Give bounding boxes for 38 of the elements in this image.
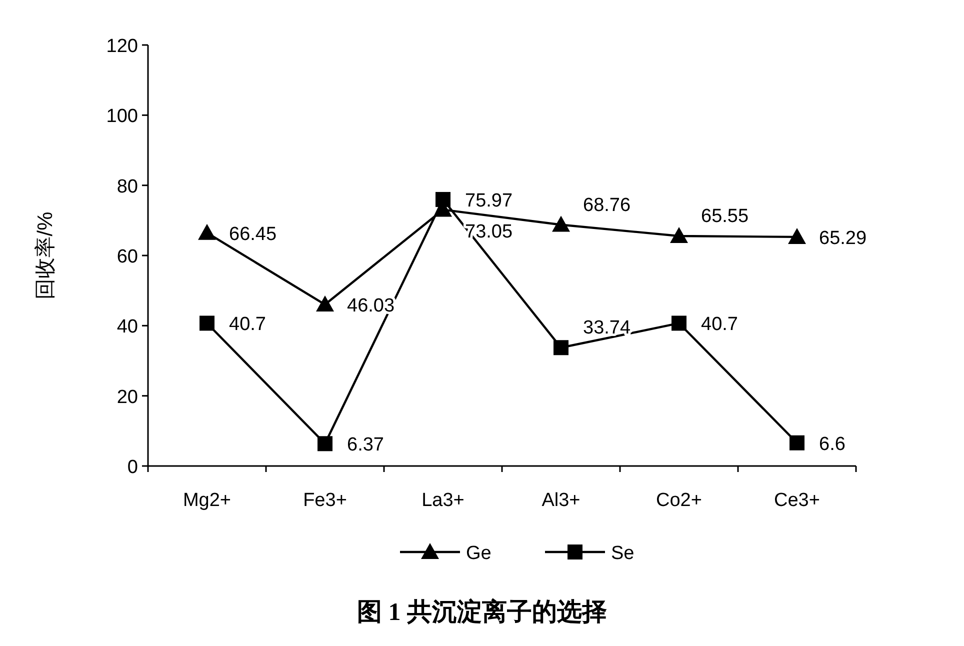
data-label: 6.6 bbox=[819, 434, 846, 455]
point bbox=[318, 436, 332, 452]
point bbox=[554, 340, 568, 356]
data-label: 6.37 bbox=[347, 434, 384, 456]
data-label: 65.29 bbox=[819, 228, 867, 249]
data-label: 66.45 bbox=[229, 224, 277, 245]
data-label: 65.55 bbox=[701, 206, 749, 228]
point bbox=[670, 227, 688, 244]
point bbox=[788, 228, 806, 244]
x-tick-label: Mg2+ bbox=[182, 490, 232, 511]
y-tick-label: 60 bbox=[116, 246, 138, 268]
point bbox=[436, 192, 450, 207]
y-tick-label: 20 bbox=[116, 386, 138, 408]
data-label: 68.76 bbox=[583, 194, 631, 216]
x-tick-label: La3+ bbox=[422, 490, 464, 511]
legend-label: Ge bbox=[466, 543, 492, 564]
point bbox=[198, 224, 216, 240]
data-label: 33.74 bbox=[583, 318, 631, 339]
point bbox=[672, 316, 686, 331]
x-tick-label: Co2+ bbox=[656, 490, 702, 511]
data-label: 75.97 bbox=[465, 190, 513, 212]
data-label: 40.7 bbox=[229, 314, 266, 336]
legend-label: Se bbox=[611, 543, 634, 564]
x-tick-label: Fe3+ bbox=[303, 490, 347, 511]
y-tick-label: 40 bbox=[116, 316, 138, 338]
y-tick-label: 100 bbox=[106, 106, 138, 128]
data-label: 40.7 bbox=[701, 314, 738, 336]
y-tick-label: 120 bbox=[106, 36, 138, 57]
point bbox=[316, 296, 334, 312]
point bbox=[552, 216, 570, 232]
y-tick-label: 0 bbox=[127, 457, 138, 478]
y-axis-title: 回收率/% bbox=[34, 212, 57, 300]
point bbox=[200, 316, 214, 331]
x-tick-label: Al3+ bbox=[542, 490, 580, 511]
x-tick-label: Ce3+ bbox=[774, 490, 820, 511]
text: 图 1 共沉淀离子的选择 bbox=[357, 598, 607, 626]
point bbox=[790, 435, 804, 450]
y-tick-label: 80 bbox=[116, 176, 138, 198]
